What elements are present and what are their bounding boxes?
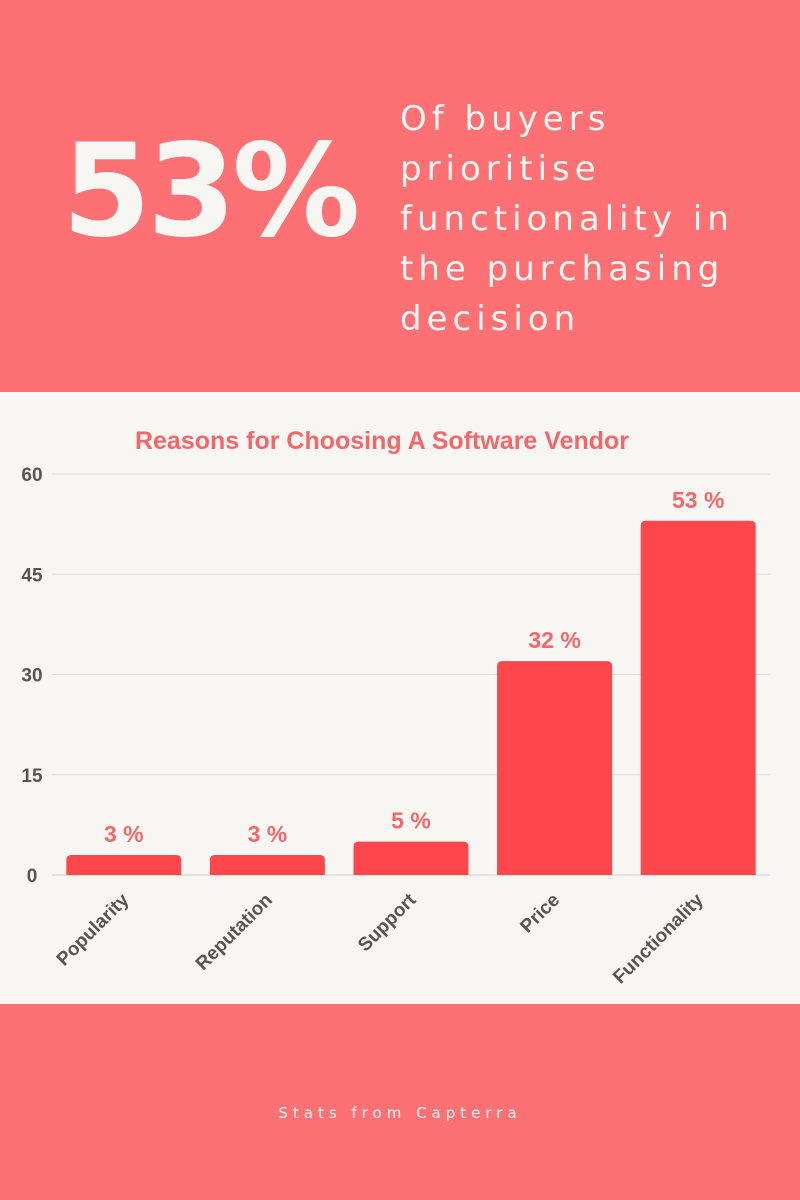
y-tick-label: 30 <box>21 666 42 687</box>
footer: Stats from Capterra <box>0 1004 800 1200</box>
bars <box>66 520 756 875</box>
data-labels: 3 % 3 % 5 % 32 % 53 % <box>104 487 724 847</box>
hero-banner: 53% Of buyers prioritise functionality i… <box>0 0 800 392</box>
y-tick-label: 0 <box>27 866 38 887</box>
bar-reputation <box>209 854 325 875</box>
x-category-label: Support <box>354 889 421 956</box>
data-label: 3 % <box>104 821 144 847</box>
bar-popularity <box>66 854 182 875</box>
hero-caption-line: decision <box>400 299 581 339</box>
hero-caption-line: Of buyers <box>400 99 611 139</box>
hero-caption-line: the purchasing <box>400 249 725 289</box>
x-category-label: Functionality <box>609 889 708 988</box>
y-tick-label: 15 <box>21 766 43 787</box>
bar-functionality <box>640 520 756 875</box>
data-label: 32 % <box>528 627 580 653</box>
y-tick-label: 60 <box>21 465 42 486</box>
hero-caption: Of buyers prioritise functionality in th… <box>400 94 795 344</box>
bar-chart: Reasons for Choosing A Software Vendor 0… <box>21 427 770 988</box>
x-axis-categories: Popularity Reputation Support Price Function… <box>53 889 708 988</box>
data-label: 5 % <box>391 808 431 834</box>
hero-caption-line: prioritise <box>400 149 601 189</box>
chart-title: Reasons for Choosing A Software Vendor <box>135 427 629 455</box>
y-tick-label: 45 <box>21 565 43 586</box>
x-category-label: Popularity <box>53 889 134 970</box>
chart-panel: Reasons for Choosing A Software Vendor 0… <box>0 392 800 1004</box>
hero-caption-line: functionality in <box>400 199 734 239</box>
x-category-label: Price <box>516 890 564 938</box>
x-category-label: Reputation <box>192 890 277 975</box>
hero-stat: 53% <box>62 117 360 266</box>
bar-price <box>497 661 613 875</box>
data-label: 3 % <box>248 821 288 847</box>
source-credit: Stats from Capterra <box>278 1104 522 1122</box>
y-axis-ticks: 0 15 30 45 60 <box>21 465 43 887</box>
data-label: 53 % <box>672 487 724 513</box>
bar-support <box>353 841 469 875</box>
